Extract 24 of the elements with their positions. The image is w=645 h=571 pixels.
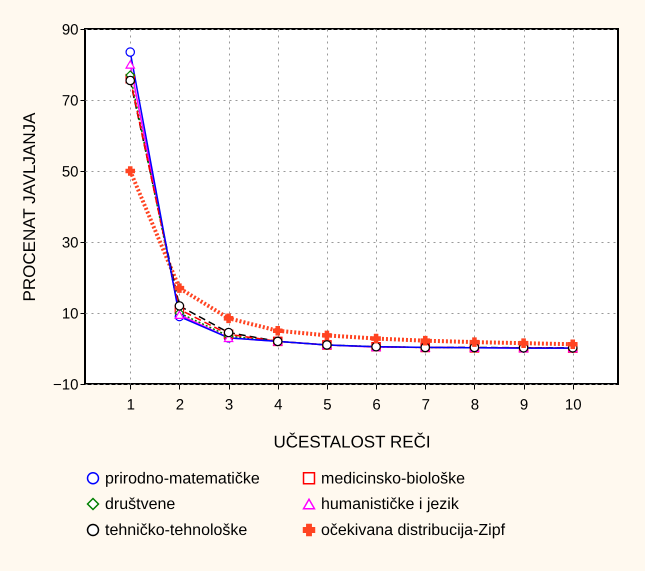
y-tick-label: 50	[62, 164, 78, 180]
legend-label: prirodno-matematičke	[105, 470, 260, 488]
x-tick-label: 6	[372, 396, 381, 414]
y-tick-label: 90	[62, 22, 78, 38]
x-tick-label: 10	[564, 396, 582, 414]
x-tick-label: 3	[224, 396, 234, 414]
legend-label: tehničko-tehnološke	[105, 522, 248, 539]
y-tick-label: 30	[62, 234, 78, 252]
legend-label: humanističke i jezik	[321, 496, 460, 513]
y-tick-label: 70	[62, 92, 78, 110]
legend-label: očekivana distribucija-Zipf	[321, 522, 506, 539]
x-tick-label: 4	[274, 396, 282, 414]
x-tick-label: 9	[520, 396, 528, 414]
x-tick-label: 5	[323, 396, 332, 414]
x-axis-title: UČESTALOST REČI	[273, 432, 431, 452]
y-tick-label: 10	[62, 306, 78, 322]
x-tick-label: 7	[422, 396, 430, 414]
y-tick-label: −10	[53, 376, 78, 394]
x-tick-label: 8	[470, 396, 480, 414]
y-axis-title: PROCENAT JAVLJANJA	[20, 112, 40, 302]
x-tick-label: 2	[176, 396, 184, 414]
legend-label: medicinsko-biološke	[321, 470, 466, 488]
x-tick-label: 1	[126, 396, 135, 414]
legend-label: društvene	[105, 496, 176, 513]
